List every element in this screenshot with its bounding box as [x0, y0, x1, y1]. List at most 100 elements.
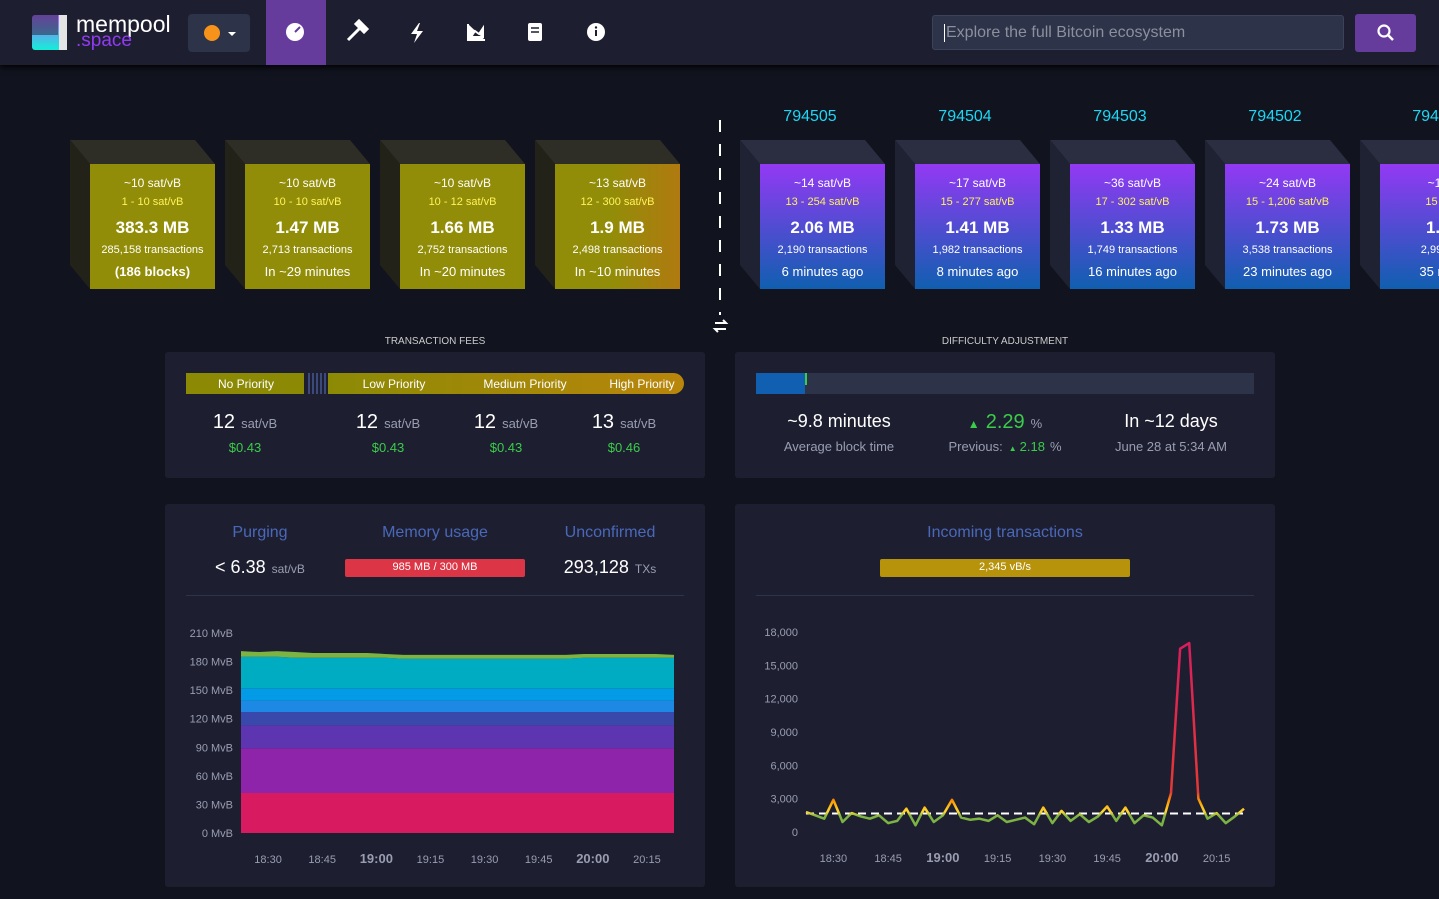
block-range: 1 - 10 sat/vB — [90, 196, 215, 208]
fee-value: 13 — [592, 411, 614, 433]
block-top — [740, 140, 885, 164]
area — [241, 748, 674, 793]
x-tick-label: 19:30 — [1039, 853, 1067, 865]
y-tick-label: 18,000 — [764, 627, 798, 639]
block-tx: 3,538 transactions — [1225, 244, 1350, 256]
y-tick-label: 6,000 — [770, 760, 798, 772]
block-fee: ~17 sat/vB — [915, 176, 1040, 190]
block-size: 2.06 MB — [760, 218, 885, 238]
y-tick-label: 15,000 — [764, 660, 798, 672]
previous-value: 2.18 — [1020, 439, 1045, 454]
block[interactable]: ~24 sat/vB 15 - 1,206 sat/vB 1.73 MB 3,538 … — [1225, 164, 1350, 289]
stat-title: Memory usage — [382, 524, 488, 542]
stat-unit: sat/vB — [272, 562, 305, 576]
stat-value: 293,128 TXs — [564, 557, 656, 578]
block-height[interactable]: 794505 — [783, 108, 836, 126]
area — [241, 793, 674, 833]
block-size: 1.73 MB — [1225, 218, 1350, 238]
block[interactable]: ~17 sat/vB15 - 277 sat/vB1.41 MB1,982 tr… — [915, 164, 1040, 289]
block-range: 12 - 300 sat/vB — [555, 196, 680, 208]
fee-rate: 12 sat/vB — [356, 411, 420, 434]
x-tick-label: 18:30 — [254, 854, 282, 866]
block-tx: 2,999 tra — [1380, 244, 1439, 256]
block-top — [225, 140, 370, 164]
area — [241, 657, 674, 688]
y-tick-label: 210 MvB — [190, 628, 233, 640]
block-fee: ~14 sat/vB — [760, 176, 885, 190]
fee-usd: $0.46 — [608, 440, 641, 455]
block-size: 1.73 — [1380, 218, 1439, 238]
y-tick-label: 0 MvB — [202, 828, 233, 840]
area — [241, 725, 674, 748]
block-fee: ~13 sat/vB — [555, 176, 680, 190]
stat-number: 293,128 — [564, 557, 629, 577]
block-range: 15 - 1,206 sat/vB — [1225, 196, 1350, 208]
block[interactable]: ~10 sat/vB10 - 10 sat/vB1.47 MB2,713 tra… — [245, 164, 370, 289]
block-tx: 2,713 transactions — [245, 244, 370, 256]
y-tick-label: 3,000 — [770, 794, 798, 806]
fee-value: 12 — [356, 411, 378, 433]
stat-number: < 6.38 — [215, 557, 266, 577]
block-time: ~9.8 minutes — [787, 411, 891, 432]
block-eta: In ~20 minutes — [400, 264, 525, 279]
x-tick-label: 20:00 — [1145, 850, 1178, 865]
fee-tier: Medium Priority — [483, 377, 566, 391]
block-tx: 1,749 transactions — [1070, 244, 1195, 256]
block-tx: 1,982 transactions — [915, 244, 1040, 256]
block-size: 1.9 MB — [555, 218, 680, 238]
block-top — [1050, 140, 1195, 164]
fee-value: 12 — [474, 411, 496, 433]
stat-value: < 6.38 sat/vB — [215, 557, 305, 578]
block-size: 383.3 MB — [90, 218, 215, 238]
difficulty-previous: Previous:▲2.18% — [949, 439, 1062, 454]
block[interactable]: ~10 sat/vB10 - 12 sat/vB1.66 MB2,752 tra… — [400, 164, 525, 289]
change-value: 2.29 — [986, 411, 1025, 433]
fee-unit: sat/vB — [384, 416, 420, 431]
block[interactable]: ~14 sat/vB13 - 254 sat/vB2.06 MB2,190 tr… — [760, 164, 885, 289]
block-height[interactable]: 7945 — [1412, 108, 1439, 126]
block-side — [740, 140, 760, 289]
stat-unit: TXs — [635, 562, 656, 576]
block-height[interactable]: 794503 — [1093, 108, 1146, 126]
block-fee: ~24 sat/vB — [1225, 176, 1350, 190]
x-tick-label: 18:45 — [874, 853, 902, 865]
fee-usd: $0.43 — [372, 440, 405, 455]
block-side — [70, 140, 90, 289]
memory-usage: 985 MB / 300 MB — [393, 561, 478, 573]
area — [241, 701, 674, 712]
up-arrow: ▲ — [1009, 444, 1017, 453]
y-tick-label: 9,000 — [770, 727, 798, 739]
x-tick-label: 19:30 — [471, 854, 499, 866]
block-height[interactable]: 794502 — [1248, 108, 1301, 126]
block-tx: 2,752 transactions — [400, 244, 525, 256]
block[interactable]: ~10 sat/vB1 - 10 sat/vB383.3 MB285,158 t… — [90, 164, 215, 289]
fee-unit: sat/vB — [241, 416, 277, 431]
block-size: 1.33 MB — [1070, 218, 1195, 238]
x-tick-label: 18:30 — [820, 853, 848, 865]
x-tick-label: 19:45 — [1093, 853, 1121, 865]
block-fee: ~10 sat/vB — [245, 176, 370, 190]
x-tick-label: 19:15 — [417, 854, 445, 866]
difficulty-remaining: In ~12 days — [1124, 411, 1218, 432]
stat-title: Unconfirmed — [565, 524, 656, 542]
block[interactable]: ~36 sat/vB17 - 302 sat/vB1.33 MB1,749 tr… — [1070, 164, 1195, 289]
difficulty-change: ▲2.29% — [968, 411, 1042, 434]
area — [241, 688, 674, 700]
y-tick-label: 0 — [792, 827, 798, 839]
block-side — [225, 140, 245, 289]
y-tick-label: 12,000 — [764, 694, 798, 706]
block-age: 23 minutes ago — [1225, 264, 1350, 279]
fee-tier: High Priority — [609, 377, 674, 391]
block-side — [535, 140, 555, 289]
block-range: 13 - 254 sat/vB — [760, 196, 885, 208]
incoming-rate: 2,345 vB/s — [979, 561, 1031, 573]
y-tick-label: 30 MvB — [196, 799, 233, 811]
block-eta: (186 blocks) — [90, 264, 215, 279]
block[interactable]: ~18 s15 - 301.732,999 tra35 minu — [1380, 164, 1439, 289]
block-height[interactable]: 794504 — [938, 108, 991, 126]
block-age: 6 minutes ago — [760, 264, 885, 279]
x-tick-label: 19:45 — [525, 854, 553, 866]
block[interactable]: ~13 sat/vB12 - 300 sat/vB1.9 MB2,498 tra… — [555, 164, 680, 289]
x-tick-label: 18:45 — [308, 854, 336, 866]
